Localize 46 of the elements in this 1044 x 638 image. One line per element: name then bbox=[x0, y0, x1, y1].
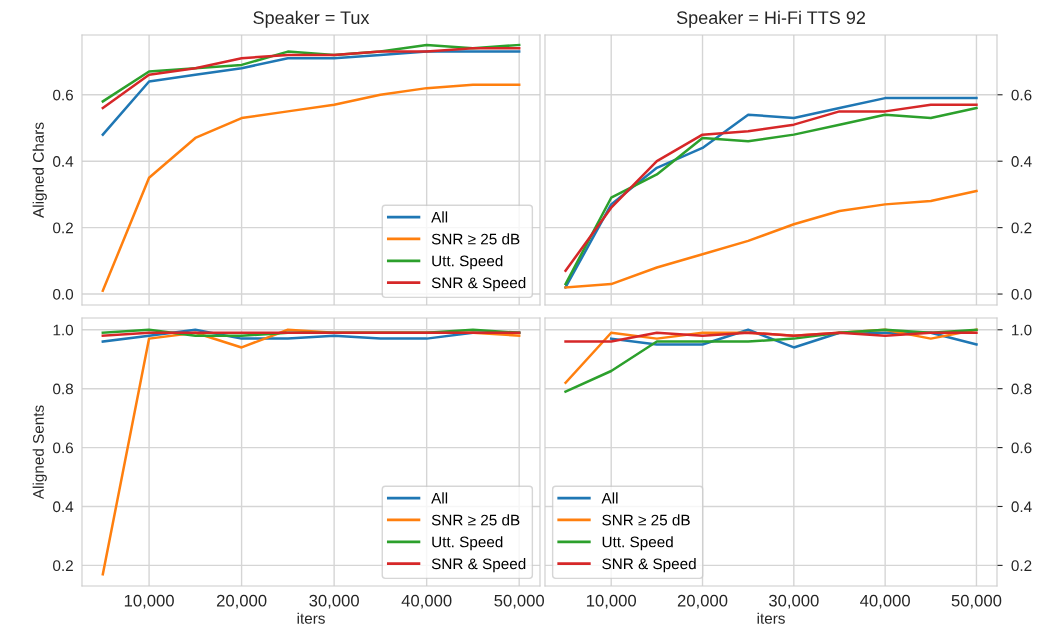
y2-tick-label: 0.4 bbox=[1011, 156, 1032, 167]
y-tick-label: 0.4 bbox=[53, 156, 74, 167]
legend-label: SNR & Speed bbox=[602, 558, 696, 573]
legend-label: Utt. Speed bbox=[602, 536, 673, 551]
x-tick-label: 40,000 bbox=[401, 594, 452, 609]
x-tick-label: 10,000 bbox=[586, 594, 637, 609]
y-axis-title: Aligned Sents bbox=[32, 405, 47, 500]
x-axis-title: iters bbox=[757, 612, 785, 624]
y2-tick-label: 0.2 bbox=[1011, 560, 1032, 572]
legend-label: SNR & Speed bbox=[431, 277, 526, 292]
legend-label: All bbox=[431, 211, 448, 223]
legend-label: All bbox=[601, 492, 618, 504]
x-tick-label: 20,000 bbox=[216, 594, 267, 609]
x-tick-label: 50,000 bbox=[494, 594, 545, 609]
x-tick-label: 50,000 bbox=[951, 594, 1002, 609]
legend-label: SNR ≥ 25 dB bbox=[431, 514, 520, 526]
y-tick-label: 0.4 bbox=[53, 501, 74, 513]
chart-title: Speaker = Hi-Fi TTS 92 bbox=[676, 10, 866, 28]
x-tick-label: 20,000 bbox=[677, 594, 728, 609]
x-tick-label: 30,000 bbox=[768, 594, 819, 609]
legend-label: All bbox=[431, 492, 448, 504]
legend-label: Utt. Speed bbox=[432, 536, 503, 551]
x-tick-label: 10,000 bbox=[124, 594, 174, 609]
x-tick-label: 30,000 bbox=[309, 594, 359, 609]
y2-tick-label: 0.8 bbox=[1011, 383, 1032, 395]
y-tick-label: 0.6 bbox=[53, 89, 73, 101]
y-tick-label: 0.8 bbox=[53, 383, 73, 395]
y-tick-label: 0.2 bbox=[53, 222, 73, 234]
y-tick-label: 0.0 bbox=[53, 288, 74, 300]
y2-tick-label: 0.6 bbox=[1011, 89, 1032, 101]
legend-label: SNR ≥ 25 dB bbox=[602, 514, 690, 526]
y2-tick-label: 0.2 bbox=[1011, 222, 1032, 234]
y-tick-label: 0.2 bbox=[53, 560, 73, 572]
x-axis-title: iters bbox=[297, 612, 325, 624]
legend-label: SNR & Speed bbox=[431, 558, 526, 573]
chart-title: Speaker = Tux bbox=[253, 10, 370, 28]
y-axis-title: Aligned Chars bbox=[32, 122, 47, 218]
legend-label: SNR ≥ 25 dB bbox=[431, 233, 520, 245]
legend-label: Utt. Speed bbox=[432, 255, 503, 270]
y2-tick-label: 0.4 bbox=[1011, 501, 1032, 513]
y2-tick-label: 0.6 bbox=[1011, 442, 1032, 454]
x-tick-label: 40,000 bbox=[860, 594, 910, 609]
y2-tick-label: 1.0 bbox=[1012, 324, 1032, 336]
y-tick-label: 1.0 bbox=[53, 324, 74, 336]
y-tick-label: 0.6 bbox=[53, 442, 73, 454]
y2-tick-label: 0.0 bbox=[1011, 288, 1032, 300]
